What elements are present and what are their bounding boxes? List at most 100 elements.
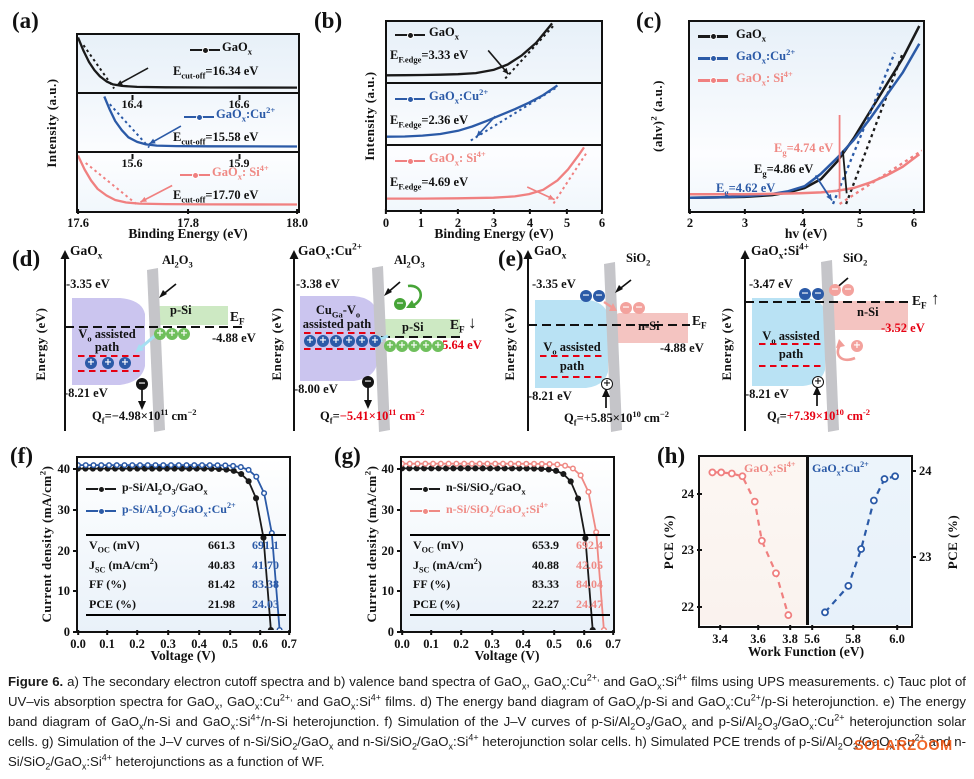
path-label-1: Vo assisted [762,329,820,346]
legend-label: GaOx:Cu2+ [736,46,796,66]
panel-f-plot: p-Si/Al2O3/GaOx p-Si/Al2O3/GaOx:Cu2+ VOC… [76,456,291,633]
panel-h-right-bg [808,457,910,625]
panel-a-sub2: 16.4 16.6 GaOx:Cu2+ Ecut-off=15.58 eV [78,94,298,153]
panel-h-xlabel: Work Function (eV) [747,644,865,659]
legend-label: GaOx:Cu2+ [429,86,489,106]
inner-tick: 15.6 [121,156,143,170]
band-diagram-gaox-psi: GaOx -3.35 eV Al2O3 p-Si EF -4.88 eV Vo … [8,240,256,455]
inner-tick: 16.6 [228,97,250,111]
legend-line-icon [184,113,214,122]
x-tick: 0.7 [605,637,621,651]
panel-h-left-bg [700,457,806,625]
hole-icon [166,328,178,340]
panel-b-sub3: GaOx: Si4+ EF.edge=4.69 eV [387,146,601,207]
hole-icon [384,340,396,352]
path-label-2: path [778,347,804,361]
legend-line-icon [395,31,425,40]
x-tick: 3 [741,216,749,230]
panel-c-curves [690,25,922,205]
cbm-value: -3.38 eV [296,277,340,291]
fermi-label: EF [912,293,927,311]
fermi-label: EF [230,309,245,327]
y-tick: 10 [46,584,78,599]
panel-b-xlabel: Binding Energy (eV) [434,226,554,241]
hole-icon [851,340,863,352]
x-tick: 6.0 [889,632,905,646]
qf-value: Qf=+7.39×1010 cm-2 [767,406,871,426]
eg-annotation-blue: Eg=4.62 eV [716,181,776,198]
hole-icon [420,340,432,352]
x-tick: 2 [686,216,694,230]
silicon-label: n-Si [638,319,660,333]
legend-line-icon [410,507,440,516]
x-tick: 3.4 [712,632,728,646]
figure-caption: Figure 6. a) The secondary electron cuto… [8,672,966,772]
cbm-value: -3.47 eV [749,277,793,291]
legend-line-icon [86,507,116,516]
panel-g-label: (g) [334,443,361,468]
band-diagram-gaox-nsi: GaOx -3.35 eV SiO2 n-Si EF -4.88 eV Vo a… [500,240,715,455]
x-tick: 0.6 [252,637,268,651]
panel-a-sub1-curve [78,37,297,90]
panel-c-ylabel: (ahv)2 (a.u.) [648,80,665,152]
legend-label: GaOx: Si4+ [212,162,269,182]
panel-f-label: (f) [10,443,33,468]
ef-up-arrow-icon: ↑ [931,289,940,308]
hole-icon [343,335,355,347]
fedge-value: EF.edge=2.36 eV [390,113,469,130]
legend-label: n-Si/SiO2/GaOx [446,480,526,497]
caption-prefix: Figure 6. [8,674,64,689]
x-tick: 3 [490,216,498,230]
legend-label: GaOx [222,40,252,57]
panel-a-sub3-curve [78,155,297,207]
table-row: FF (%) 81.42 83.38 [89,577,279,592]
hole-icon [102,357,114,369]
panel-h-label: (h) [657,443,686,468]
panel-e-label: (e) [498,246,524,271]
table-row: VOC (mV) 661.3 691.1 [89,538,279,555]
band-diagram-gaox-si-nsi: GaOx:Si4+ -3.47 eV SiO2 n-Si EF ↑ -3.52 … [715,240,974,455]
qf-value: Qf=−5.41×1011 cm−2 [320,406,425,426]
oxide-label: SiO2 [626,251,651,268]
band-diagram-shapes [740,250,911,432]
ef-down-arrow-icon: ↓ [468,313,477,332]
x-tick: 5.8 [845,632,861,646]
x-tick: 5.6 [804,632,820,646]
diagram-ylabel: Energy (eV) [33,307,48,381]
hole-icon [119,357,131,369]
band-diagram-gaox-cu-psi: GaOx:Cu2+ -3.38 eV Al2O3 CuGa-Vo assiste… [254,240,500,455]
silicon-label: n-Si [857,305,879,319]
vbm-value: -8.00 eV [294,382,338,396]
panel-g-xlabel: Voltage (V) [474,648,540,663]
x-tick: 0 [382,216,390,230]
diagram-title: GaOx [70,243,103,261]
x-tick: 0.0 [394,637,410,651]
jv-table: VOC (mV) 661.3 691.1 JSC (mA/cm2) 40.83 … [86,534,286,616]
fermi-label: EF [450,317,465,335]
legend-line-icon [86,485,116,494]
x-tick: 0.5 [222,637,238,651]
panel-h-plot: GaOx:Si4+ GaOx:Cu2+ [698,455,913,628]
x-tick: 0.3 [484,637,500,651]
legend-line-icon [698,76,728,84]
x-tick: 0.3 [160,637,176,651]
table-row: VOC (mV) 653.9 692.4 [413,538,603,555]
legend-label: p-Si/Al2O3/GaOx:Cu2+ [122,501,236,519]
panel-b-sub1: GaOx EF.edge=3.33 eV [387,22,601,84]
diagram-ylabel: Energy (eV) [502,307,517,381]
caption-text: a) The secondary electron cutoff spectra… [8,672,967,772]
y-tick: 20 [46,544,78,559]
fermi-value: -4.88 eV [660,341,704,355]
x-tick: 3.8 [782,632,798,646]
watermark: SOLARZOOM [854,738,953,754]
panel-h-ylabel-left: PCE (%) [661,514,676,570]
series-label-cu: GaOx:Cu2+ [812,460,869,478]
x-tick: 0.2 [129,637,145,651]
path-label-2: assisted path [302,317,372,331]
y-tick: 20 [370,544,402,559]
legend-line-icon [410,485,440,494]
panel-a-sub3: 15.6 15.9 GaOx: Si4+ Ecut-off=17.70 eV [78,153,298,209]
panel-f-curves [78,462,283,630]
table-row: PCE (%) 22.27 24.47 [413,596,603,611]
